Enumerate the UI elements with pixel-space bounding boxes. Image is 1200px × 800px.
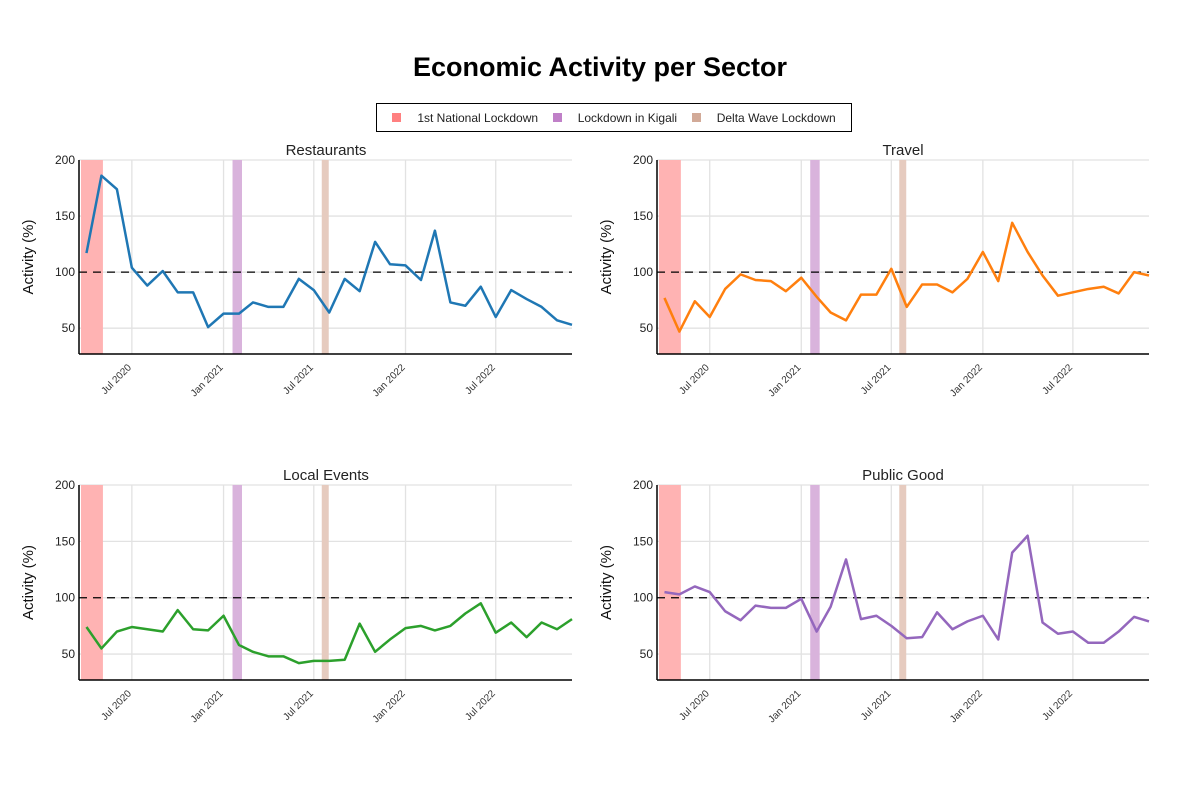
lockdown-band-1 [232,485,243,680]
subplot-travel: 50 100 150 200 Jul 2020 Jan 2021 Jul 2021 Jan 2… [598,142,1150,399]
x-tick-label: Jan 2021 [189,688,226,725]
x-tick-label: Jan 2021 [189,362,226,399]
legend-swatch [552,113,562,122]
y-tick-label: 200 [55,153,75,167]
subplot-title: Public Good [862,467,944,484]
y-axis-label: Activity (%) [20,545,37,620]
subplot-title: Local Events [283,467,369,484]
x-tick-label: Jul 2021 [859,688,894,723]
lockdown-band-1 [810,160,820,354]
x-tick-label: Jan 2021 [767,362,804,399]
lockdown-band-2 [321,485,329,680]
subplot-title: Restaurants [286,142,367,159]
y-tick-label: 200 [633,153,653,167]
y-axis-label: Activity (%) [20,219,37,294]
y-tick-label: 100 [633,265,653,279]
x-tick-label: Jan 2022 [948,362,985,399]
legend-item-delta-lockdown[interactable]: Delta Wave Lockdown [691,110,836,125]
legend-item-kigali-lockdown[interactable]: Lockdown in Kigali [552,110,678,125]
lockdown-band-0 [658,160,681,354]
x-tick-label: Jul 2020 [677,688,712,723]
y-tick-label: 150 [55,534,75,548]
subplot-local-events: 50 100 150 200 Jul 2020 Jan 2021 Jul 2021 Jan 2… [20,467,573,725]
lockdown-band-1 [232,160,243,354]
y-tick-label: 50 [640,647,654,661]
y-tick-label: 200 [633,478,653,492]
x-tick-label: Jan 2021 [767,688,804,725]
y-tick-label: 50 [62,647,76,661]
y-tick-label: 50 [62,321,76,335]
legend-label: 1st National Lockdown [417,110,539,125]
legend-item-national-lockdown[interactable]: 1st National Lockdown [392,111,538,125]
x-tick-label: Jul 2020 [677,362,712,397]
subplot-title: Travel [882,142,923,159]
x-tick-label: Jul 2021 [281,362,316,397]
y-axis-label: Activity (%) [598,219,615,294]
lockdown-band-2 [321,160,329,354]
x-tick-label: Jul 2021 [859,362,894,397]
x-tick-label: Jul 2022 [1040,688,1075,723]
x-tick-label: Jan 2022 [371,362,408,399]
lockdown-band-2 [899,485,907,680]
legend: 1st National Lockdown Lockdown in Kigali… [376,103,852,132]
y-tick-label: 150 [55,209,75,223]
y-tick-label: 50 [640,321,654,335]
lockdown-band-1 [810,485,820,680]
lockdown-band-0 [658,485,681,680]
y-tick-label: 150 [633,534,653,548]
y-tick-label: 200 [55,478,75,492]
subplot-public-good: 50 100 150 200 Jul 2020 Jan 2021 Jul 2021 Jan 2… [598,467,1150,725]
lockdown-band-2 [899,160,907,354]
legend-label: Delta Wave Lockdown [716,110,836,125]
x-tick-label: Jul 2020 [99,688,134,723]
x-tick-label: Jan 2022 [371,688,408,725]
series-line [663,221,1150,333]
lockdown-band-0 [80,485,103,680]
y-tick-label: 100 [633,591,653,605]
y-tick-label: 100 [55,591,75,605]
y-axis-label: Activity (%) [598,545,615,620]
legend-swatch [691,113,701,122]
legend-label: Lockdown in Kigali [577,110,678,125]
lockdown-band-0 [80,160,103,354]
subplot-restaurants: 50 100 150 200 Jul 2020 Jan 2021 Jul 2021 Jan 2… [20,142,573,399]
y-tick-label: 150 [633,209,653,223]
x-tick-label: Jul 2022 [463,688,498,723]
x-tick-label: Jul 2022 [463,362,498,397]
x-tick-label: Jul 2021 [281,688,316,723]
y-tick-label: 100 [55,265,75,279]
legend-swatch [392,113,402,122]
series-line [664,534,1150,645]
x-tick-label: Jul 2020 [99,362,134,397]
x-tick-label: Jul 2022 [1040,362,1075,397]
chart-title: Economic Activity per Sector [412,52,788,82]
series-line [85,174,573,329]
x-tick-label: Jan 2022 [948,688,985,725]
